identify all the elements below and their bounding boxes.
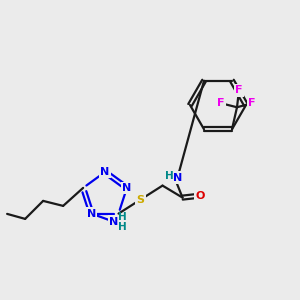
Text: N: N <box>122 183 131 193</box>
Text: O: O <box>196 190 205 201</box>
Text: N: N <box>109 217 118 226</box>
Text: F: F <box>248 98 256 108</box>
Text: H: H <box>118 222 127 232</box>
Text: H: H <box>118 212 127 222</box>
Text: F: F <box>217 98 225 108</box>
Text: N: N <box>100 167 109 177</box>
Text: F: F <box>235 85 243 95</box>
Text: N: N <box>173 172 182 183</box>
Text: H: H <box>165 171 174 181</box>
Text: S: S <box>136 195 145 205</box>
Text: N: N <box>87 208 96 219</box>
